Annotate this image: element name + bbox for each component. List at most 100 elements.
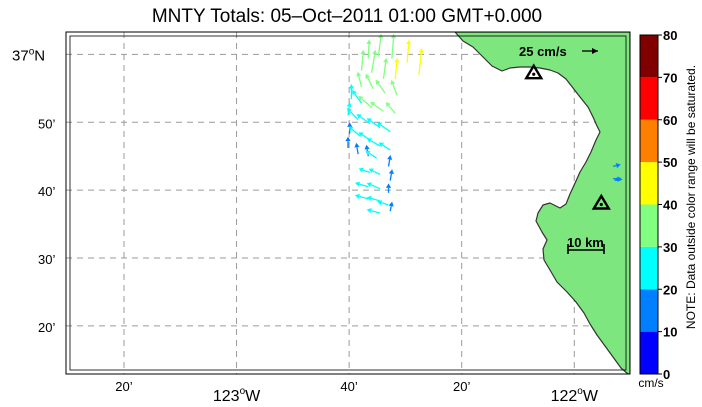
current-vector-shaft	[389, 173, 393, 181]
current-vector-head	[615, 163, 621, 169]
current-vector-shaft	[382, 144, 391, 151]
lat-label: 20’	[38, 320, 55, 335]
current-vector-head	[366, 118, 372, 123]
current-vector-shaft	[418, 52, 422, 75]
current-vector-head	[365, 150, 371, 156]
current-vector-shaft	[373, 103, 384, 112]
current-vector-head	[394, 57, 400, 63]
latitude-labels: 37oN 50’ 40’ 30’ 20’	[12, 46, 55, 334]
current-vector-shaft	[367, 77, 374, 90]
current-vector-shaft	[349, 110, 359, 120]
map-frame	[65, 31, 631, 375]
current-vector-shaft	[359, 183, 369, 188]
current-vector-shaft	[370, 140, 381, 147]
reference-arrowhead-icon	[592, 48, 598, 54]
colorbar: 0 10 20 30 40 50 60 70 80	[639, 28, 677, 382]
current-vector-head	[358, 167, 364, 173]
current-vector-shaft	[367, 43, 370, 59]
current-vector-shaft	[381, 202, 389, 206]
lon-label: 20’	[115, 379, 132, 394]
station-triangle	[524, 63, 544, 80]
current-vector-head	[377, 200, 383, 206]
current-vector-head	[366, 182, 372, 188]
station-center-dot	[599, 202, 603, 207]
colorbar-tick-label: 40	[663, 198, 677, 213]
current-vector-head	[614, 176, 620, 182]
current-vector-head	[354, 181, 361, 187]
colorbar-swatch	[640, 246, 658, 290]
current-vector-shaft	[362, 169, 371, 174]
colorbar-tick-label: 80	[663, 28, 677, 43]
current-vector-head	[356, 114, 362, 119]
current-vector-head	[346, 102, 352, 107]
colorbar-tick-label: 30	[663, 240, 677, 255]
current-vector-shaft	[387, 159, 391, 167]
current-vector-head	[352, 89, 357, 96]
current-vector-head	[354, 193, 361, 199]
frame-inner	[69, 35, 627, 371]
current-vector-shaft	[377, 38, 382, 57]
scale-bar-label: 10 km	[567, 235, 604, 250]
current-vector-shaft	[370, 197, 381, 202]
current-vector-head	[366, 208, 372, 214]
lat-label-hemisphere: N	[34, 47, 45, 64]
colorbar-tick-label: 50	[663, 155, 677, 170]
current-vector-shaft	[359, 116, 371, 125]
current-vector-shaft	[359, 195, 369, 200]
current-vector-head	[346, 108, 352, 114]
station-south-marker-icon	[591, 193, 611, 210]
current-vector-head	[354, 142, 360, 148]
current-vector-shaft	[377, 83, 386, 94]
reference-speed-label: 25 cm/s	[519, 44, 567, 59]
colorbar-swatch	[640, 289, 658, 332]
current-vector-shaft	[382, 62, 387, 79]
colorbar-tick-label: 20	[663, 282, 677, 297]
lon-label-degree: o	[240, 386, 246, 397]
lat-label: 30’	[38, 252, 55, 267]
current-vector-head	[347, 122, 353, 127]
current-vector-head	[383, 57, 389, 63]
lon-label-hemisphere: W	[245, 388, 261, 405]
land-mass	[454, 32, 630, 374]
map-plot-area: 25 cm/s 10 km	[65, 31, 631, 375]
current-vector-head	[364, 144, 370, 150]
current-vector-shaft	[368, 152, 378, 159]
station-center-dot	[532, 72, 536, 76]
current-vector-shaft	[370, 184, 381, 190]
current-vector-shaft	[370, 54, 376, 73]
lon-label: 122oW	[551, 386, 599, 405]
lat-label: 40’	[38, 184, 55, 199]
colorbar-swatch	[640, 77, 658, 120]
current-vector-head	[617, 176, 623, 182]
lon-label: 40’	[340, 379, 357, 394]
current-vector-head	[390, 79, 396, 86]
lat-label-degree: o	[29, 46, 35, 57]
current-vector-head	[406, 39, 412, 45]
ocean-background	[66, 32, 630, 374]
current-vector-head	[387, 154, 393, 160]
reference-vector-legend: 25 cm/s	[519, 44, 598, 59]
current-vector-shaft	[361, 98, 373, 108]
lon-label-degree: o	[577, 386, 583, 397]
current-vector-head	[358, 95, 364, 101]
current-vector-head	[360, 49, 366, 55]
longitude-labels: 20’ 123oW 40’ 20’ 122oW	[115, 379, 599, 405]
current-vector-head	[370, 101, 376, 107]
current-vector-head	[366, 195, 372, 201]
current-vector-head	[385, 102, 391, 108]
station-north-marker-icon	[524, 63, 544, 80]
current-vector-shaft	[370, 120, 381, 129]
current-vector-head	[356, 71, 362, 77]
current-vector-shaft	[392, 83, 398, 96]
current-vector-shaft	[394, 62, 398, 79]
current-vector-shaft	[380, 124, 391, 133]
current-vector-head	[375, 79, 381, 85]
current-vector-shaft	[372, 170, 381, 176]
current-vector-shaft	[356, 147, 359, 155]
colorbar-tick-label: 10	[663, 325, 677, 340]
colorbar-tick-label: 0	[663, 367, 670, 382]
current-vectors	[345, 33, 623, 214]
current-vector-head	[368, 168, 374, 174]
current-vector-shaft	[406, 44, 410, 63]
